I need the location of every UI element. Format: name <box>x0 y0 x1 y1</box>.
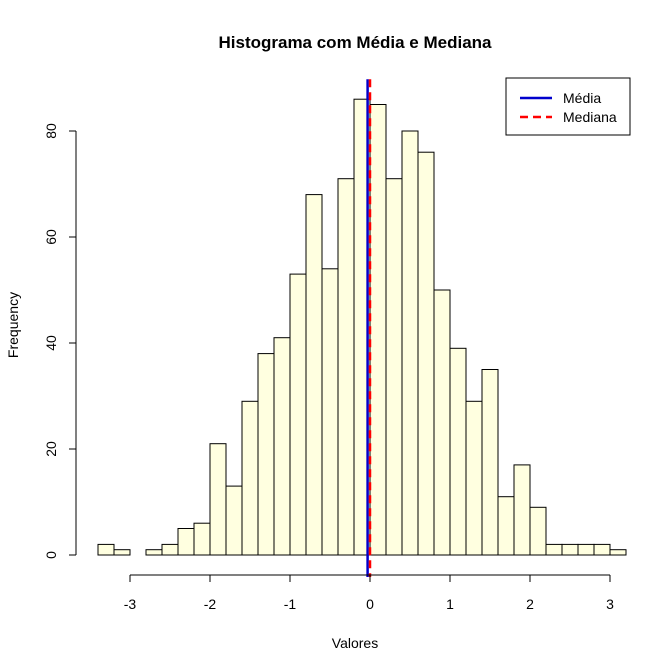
histogram-bar <box>289 273 307 556</box>
histogram-bar <box>529 506 547 556</box>
chart-title: Histograma com Média e Mediana <box>218 33 492 52</box>
histogram-bar <box>513 464 531 556</box>
x-tick-label: -1 <box>284 596 297 612</box>
x-tick-label: -3 <box>124 596 137 612</box>
y-tick-label: 60 <box>43 229 59 245</box>
x-tick-label: 1 <box>446 596 454 612</box>
histogram-bar <box>465 400 483 556</box>
y-tick-label: 0 <box>43 551 59 559</box>
histogram-bar <box>337 178 355 556</box>
histogram-bar <box>433 289 451 556</box>
y-tick-label: 20 <box>43 441 59 457</box>
x-tick-label: -2 <box>204 596 217 612</box>
histogram-bar <box>577 543 595 556</box>
histogram-bar <box>241 400 259 556</box>
histogram-bar <box>225 485 243 556</box>
legend: Média Mediana <box>505 77 631 136</box>
bars-group <box>97 98 627 556</box>
histogram-bar <box>609 549 627 556</box>
legend-label: Mediana <box>563 109 617 125</box>
histogram-bar <box>145 549 163 556</box>
reference-lines-group <box>366 79 372 577</box>
histogram-bar <box>561 543 579 556</box>
y-tick-label: 80 <box>43 123 59 139</box>
x-tick-label: 3 <box>606 596 614 612</box>
histogram-bar <box>369 104 387 556</box>
histogram-bar <box>257 353 275 556</box>
y-axis: 0 20 40 60 80 <box>43 123 77 559</box>
histogram-bar <box>449 347 467 556</box>
histogram-bar <box>497 496 515 556</box>
histogram-bar <box>273 337 291 556</box>
histogram-bar <box>321 268 339 556</box>
x-tick-label: 2 <box>526 596 534 612</box>
histogram-bar <box>417 151 435 556</box>
legend-label: Média <box>563 90 601 106</box>
histogram-bar <box>177 528 195 556</box>
y-axis-label: Frequency <box>5 292 21 358</box>
histogram-bar <box>593 543 611 556</box>
histogram-bar <box>305 194 323 556</box>
histogram-bar <box>97 543 115 556</box>
histogram-bar <box>385 178 403 556</box>
histogram-bar <box>193 522 211 556</box>
x-axis-label: Valores <box>332 635 378 651</box>
histogram-bar <box>481 369 499 556</box>
histogram-bar <box>113 549 131 556</box>
histogram-bar <box>161 543 179 556</box>
histogram-bar <box>209 443 227 556</box>
histogram-bar <box>545 543 563 556</box>
x-axis: -3 -2 -1 0 1 2 3 <box>124 574 614 612</box>
legend-box <box>505 77 631 136</box>
histogram-bar <box>401 130 419 556</box>
y-tick-label: 40 <box>43 335 59 351</box>
x-tick-label: 0 <box>366 596 374 612</box>
